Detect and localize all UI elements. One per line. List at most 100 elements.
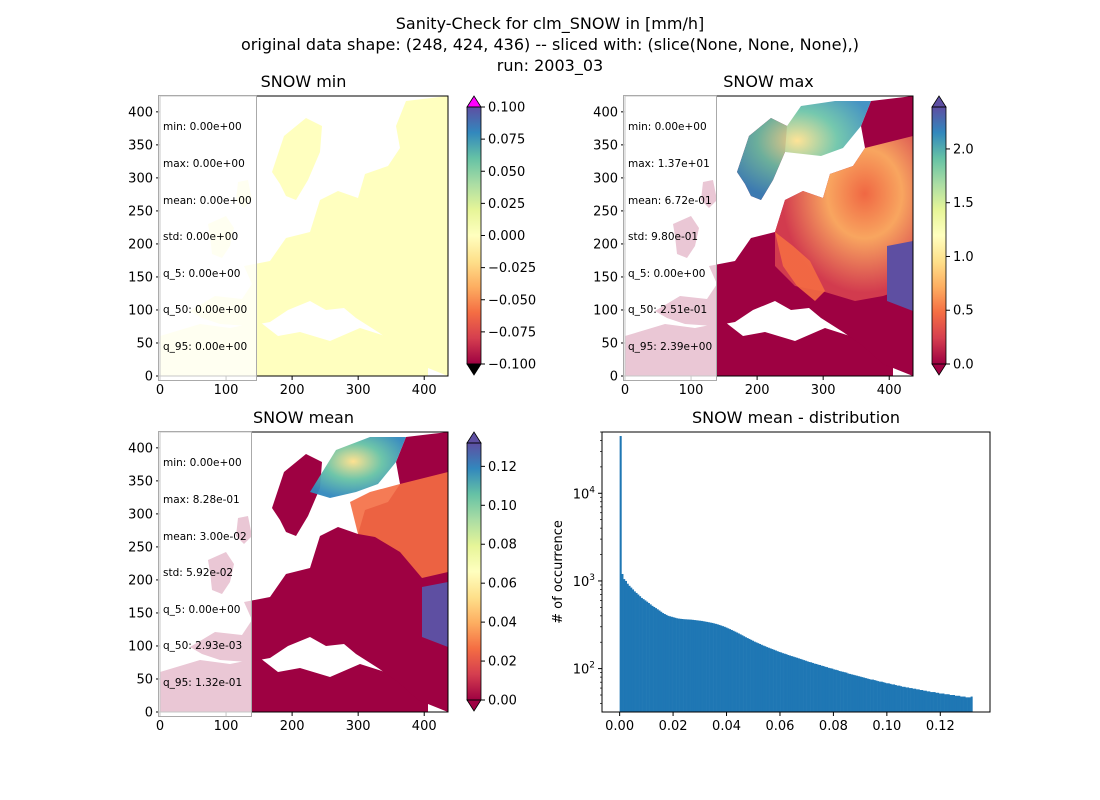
histogram-bar (773, 649, 776, 712)
histogram-bar (889, 683, 892, 712)
figure-title-line-2: original data shape: (248, 424, 436) -- … (241, 35, 859, 54)
histogram-bar (796, 657, 799, 712)
histogram-bar (942, 693, 945, 712)
histogram-bar (963, 696, 966, 712)
histogram-bar (647, 603, 650, 712)
y-tick-label: 0 (145, 370, 153, 385)
colorbar-under-extend (931, 363, 947, 376)
colorbar-2: 2.0 1.5 1.0 0.5 0.0 (931, 95, 974, 376)
histogram-bar (713, 623, 716, 712)
histogram-bar (910, 688, 913, 712)
histogram-bar (817, 664, 820, 712)
histogram-bar (871, 679, 874, 712)
histogram-bar (900, 686, 903, 712)
y-tick-label: 103 (573, 573, 595, 590)
stat-max: max: 0.00e+00 (163, 158, 245, 171)
histogram-bar (921, 690, 924, 712)
histogram-bar (744, 637, 747, 712)
histogram-bar (884, 682, 887, 712)
x-tick-label: 0 (156, 383, 164, 398)
histogram-snow-mean: 0.00 0.02 0.04 0.06 0.08 0.10 0.12 102 103 104 # o… (551, 431, 991, 734)
histogram-bar (854, 675, 857, 712)
histogram-bar (780, 652, 783, 712)
histogram-bar (956, 695, 959, 712)
stat-q5: q_5: 0.00e+00 (628, 267, 706, 280)
histogram-bar (781, 653, 784, 712)
histogram-bar (833, 669, 836, 712)
histogram-bar (732, 630, 735, 712)
colorbar-tick-label: 1.0 (953, 250, 974, 265)
histogram-bar (628, 585, 631, 712)
stat-min: min: 0.00e+00 (163, 457, 242, 470)
histogram-bar (818, 664, 821, 712)
histogram-bars (619, 436, 973, 712)
histogram-bar (681, 619, 684, 712)
histogram-bar (716, 624, 719, 712)
histogram-bar (848, 673, 851, 712)
stat-q50: q_50: 2.93e-03 (163, 640, 243, 653)
x-tick-label: 100 (214, 719, 239, 734)
x-tick-label: 300 (346, 719, 371, 734)
histogram-bar (757, 643, 760, 712)
histogram-bar (676, 618, 679, 712)
histogram-bar (859, 676, 862, 712)
histogram-bar (804, 660, 807, 712)
stats-box-snow-mean: min: 0.00e+00 max: 8.28e-01 mean: 3.00e-… (158, 431, 252, 717)
histogram-bar (875, 680, 878, 712)
stat-min: min: 0.00e+00 (628, 121, 707, 134)
histogram-bar (801, 659, 804, 712)
histogram-bar (810, 662, 813, 712)
histogram-bar (841, 671, 844, 712)
y-tick-label: 350 (128, 138, 153, 153)
histogram-bar (864, 678, 867, 712)
colorbar-tick-label: 0.00 (488, 694, 517, 709)
histogram-bar (880, 681, 883, 712)
histogram-bar (774, 650, 777, 712)
x-tick-label: 0 (156, 719, 164, 734)
histogram-bar (721, 626, 724, 712)
histogram-bar (750, 639, 753, 712)
snowfield (775, 232, 825, 301)
histogram-bar (688, 619, 691, 712)
histogram-bar (718, 624, 721, 712)
x-tick-label: 0.06 (765, 719, 794, 734)
stat-q95: q_95: 2.39e+00 (628, 341, 713, 354)
y-axis-label: # of occurrence (551, 520, 566, 624)
x-tick-label: 0 (621, 383, 629, 398)
histogram-bar (771, 649, 774, 712)
histogram-bar (938, 693, 941, 712)
histogram-bar (623, 579, 626, 712)
y-tick-label: 100 (128, 303, 153, 318)
x-tick-label: 300 (346, 383, 371, 398)
land-mass (272, 454, 322, 536)
histogram-bar (947, 694, 950, 712)
histogram-bar (968, 697, 971, 712)
histogram-bar (937, 692, 940, 712)
histogram-bar (873, 680, 876, 712)
histogram-bar (709, 622, 712, 712)
y-tick-label: 300 (128, 507, 153, 522)
histogram-bar (901, 686, 904, 712)
stat-q5: q_5: 0.00e+00 (163, 267, 241, 280)
y-tick-label: 350 (128, 474, 153, 489)
stat-q5: q_5: 0.00e+00 (163, 603, 241, 616)
histogram-bar (686, 619, 689, 712)
histogram-bar (736, 632, 739, 712)
colorbar-tick-label: −0.075 (488, 325, 536, 340)
x-tick-label: 100 (679, 383, 704, 398)
histogram-bar (621, 574, 624, 712)
colorbar-tick-label: −0.100 (488, 358, 536, 373)
colorbar-tick-label: −0.025 (488, 261, 536, 276)
y-tick-label: 350 (593, 138, 618, 153)
colorbar-1: 0.100 0.075 0.050 0.025 0.000 −0.025 −0.050 −0.… (466, 95, 536, 376)
histogram-bar (912, 688, 915, 712)
y-tick-label: 102 (573, 661, 595, 678)
histogram-bar (691, 619, 695, 712)
y-tick-label: 150 (128, 606, 153, 621)
colorbar-tick-label: 0.10 (488, 499, 517, 514)
histogram-bar (704, 621, 707, 712)
histogram-bar (863, 677, 866, 712)
histogram-bar (654, 608, 657, 712)
histogram-bar (868, 679, 871, 712)
histogram-bar (653, 606, 656, 712)
